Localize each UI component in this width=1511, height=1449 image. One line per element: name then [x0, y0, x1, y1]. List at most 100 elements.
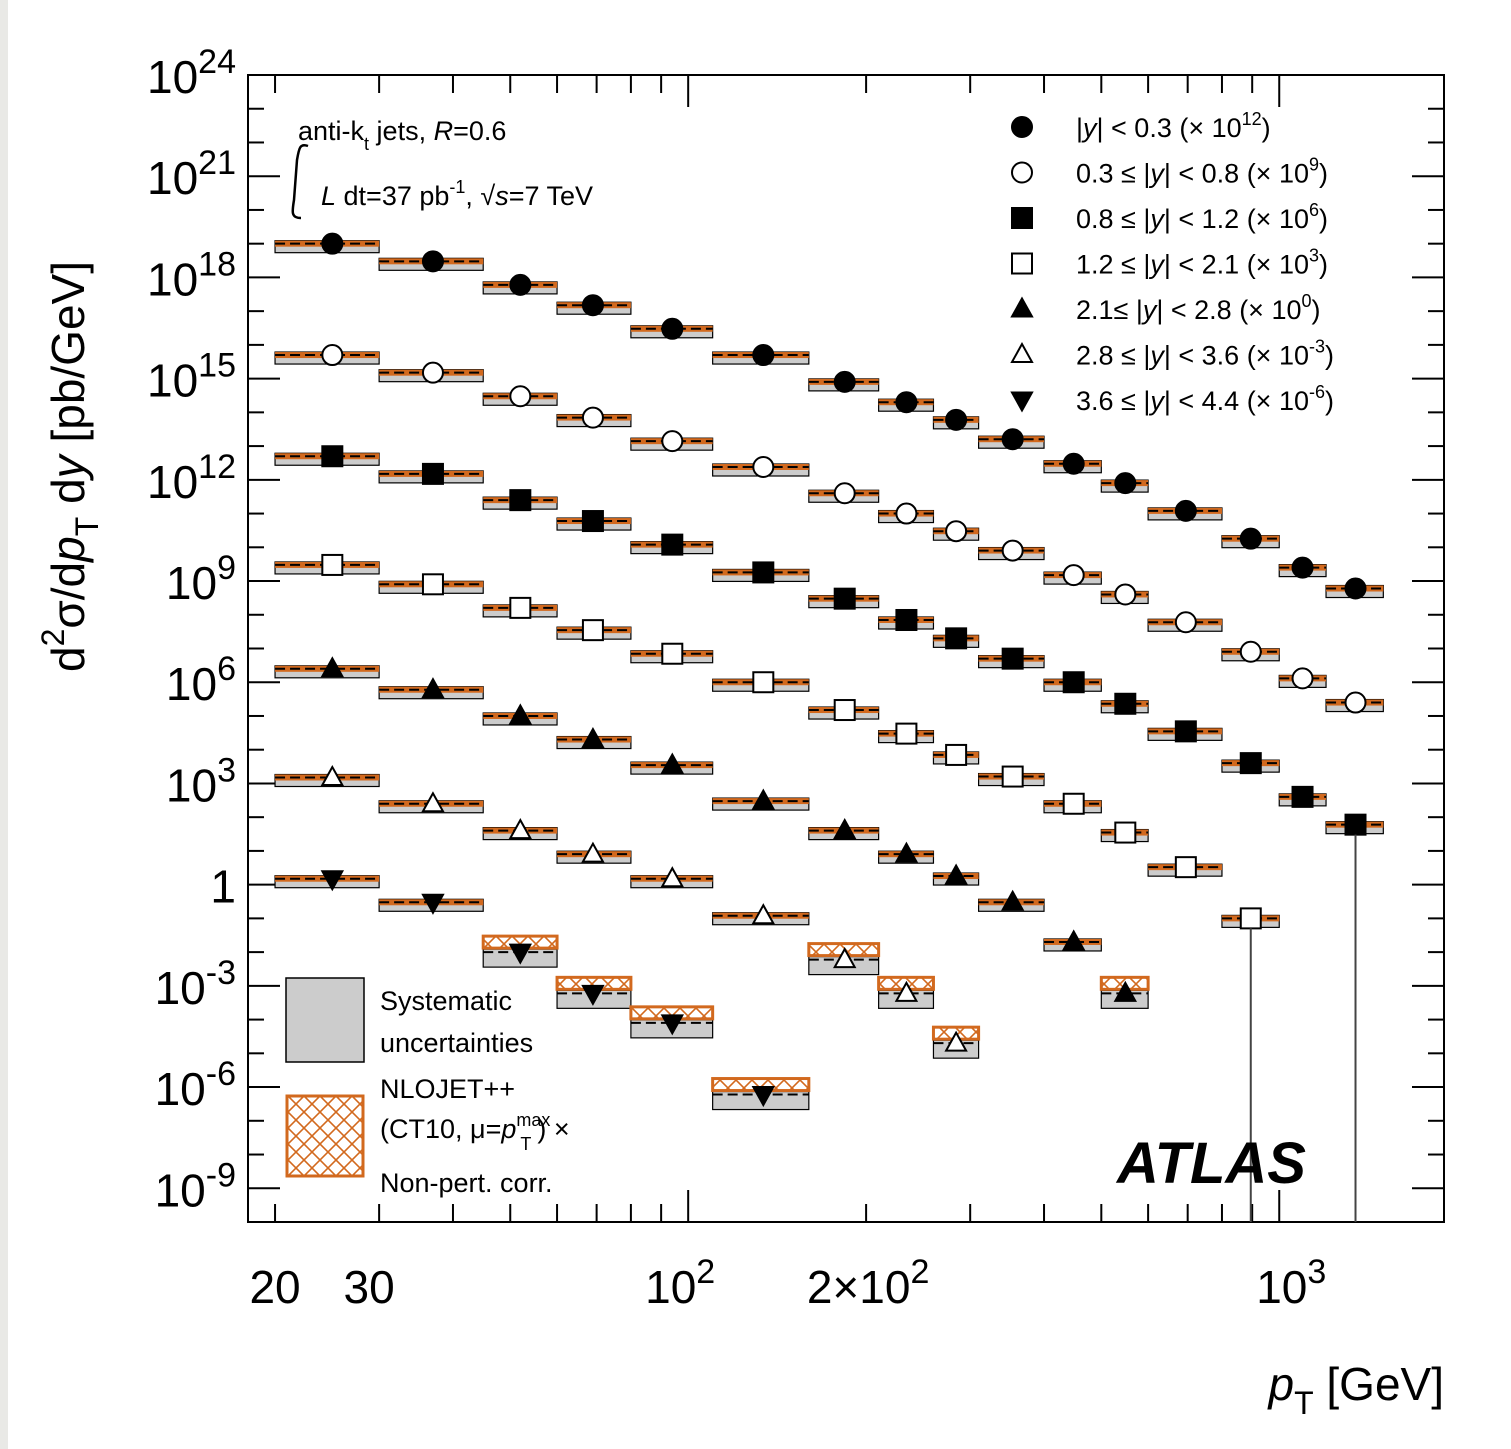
jet-algorithm-label: anti-kt jets, R=0.6 [298, 116, 506, 154]
data-point [661, 317, 684, 340]
data-point [508, 703, 533, 725]
data-point [321, 553, 344, 576]
data-point [1001, 765, 1024, 788]
y-tick-label: 10-9 [155, 1156, 236, 1216]
legend-label: 3.6 ≤ |y| < 4.4 (× 10-6) [1076, 382, 1334, 416]
data-point [833, 482, 856, 505]
data-point [661, 642, 684, 665]
y-tick-label: 109 [166, 549, 236, 609]
legend-label: 1.2 ≤ |y| < 2.1 (× 103) [1076, 246, 1328, 280]
luminosity-label: L dt=37 pb-1, √s=7 TeV [321, 177, 593, 211]
x-tick-label: 102 [645, 1253, 715, 1313]
data-point [752, 455, 775, 478]
legend-theory-label: NLOJET++ [380, 1074, 515, 1104]
data-point [751, 903, 776, 925]
data-point [945, 408, 968, 431]
data-point [751, 1086, 776, 1108]
data-point [1239, 907, 1262, 930]
data-point [1062, 564, 1085, 587]
data-point [944, 1030, 968, 1052]
data-point [895, 608, 918, 631]
legend-marker [1011, 161, 1033, 184]
data-point [1291, 785, 1314, 808]
data-point [752, 344, 775, 367]
x-tick-label: 2×102 [807, 1253, 930, 1313]
legend-label: |y| < 0.3 (× 1012) [1076, 109, 1271, 143]
data-point [509, 273, 532, 296]
legend-theory-label: (CT10, μ=pmax T) × [380, 1110, 570, 1154]
data-point [421, 250, 444, 273]
data-point [1114, 821, 1137, 844]
data-point [421, 791, 445, 813]
legend-systematic-label: uncertainties [380, 1028, 533, 1058]
legend-label: 2.8 ≤ |y| < 3.6 (× 10-3) [1076, 337, 1334, 371]
data-point [581, 406, 604, 429]
data-point [581, 510, 604, 533]
legend-systematic-swatch [285, 977, 365, 1063]
legend-theory-swatch [285, 1094, 365, 1178]
y-tick-label: 1012 [147, 448, 236, 508]
data-point [1174, 720, 1197, 743]
data-point [945, 520, 968, 543]
data-point [1239, 527, 1262, 550]
data-point [833, 370, 856, 393]
data-point [944, 863, 968, 885]
experiment-label: ATLAS [1115, 1131, 1306, 1196]
legend-marker [1010, 391, 1034, 413]
data-point [421, 677, 445, 699]
legend-marker [1011, 252, 1033, 275]
data-point [1344, 577, 1367, 600]
cross-section-chart: 1024 1021 1018 1015 1012 109 106 103 1 10-3 10-6 10… [35, 43, 1445, 1421]
data-point [1114, 692, 1137, 715]
x-tick-label: 20 [249, 1261, 300, 1313]
x-tick-label: 103 [1256, 1253, 1326, 1313]
data-point [1062, 452, 1085, 475]
data-point [833, 587, 856, 610]
data-point [581, 841, 605, 863]
y-tick-label: 103 [166, 751, 236, 811]
data-point [321, 445, 344, 468]
data-point [1239, 752, 1262, 775]
data-point [421, 361, 444, 384]
data-point [1291, 556, 1314, 579]
data-point [509, 385, 532, 408]
data-point [1001, 647, 1024, 670]
data-point [1001, 428, 1024, 451]
data-point [945, 743, 968, 766]
data-point [752, 671, 775, 694]
data-point [1174, 499, 1197, 522]
data-point [1344, 813, 1367, 836]
data-point [660, 866, 684, 888]
data-point [581, 726, 605, 749]
data-point [1174, 611, 1197, 634]
x-tick-label: 30 [344, 1261, 395, 1313]
data-point [945, 627, 968, 650]
legend-theory-label: Non-pert. corr. [380, 1168, 553, 1198]
data-point [752, 561, 775, 584]
legend-label: 0.3 ≤ |y| < 0.8 (× 109) [1076, 155, 1328, 189]
data-point [581, 619, 604, 642]
legend-marker [1011, 116, 1033, 138]
x-axis-title: pT [GeV] [1266, 1358, 1444, 1421]
data-point [509, 596, 532, 619]
data-point [508, 818, 533, 840]
chart-figure: 1024 1021 1018 1015 1012 109 106 103 1 10-3 10-6 10… [8, 0, 1511, 1449]
data-point [661, 430, 684, 453]
data-point [320, 764, 345, 787]
data-point [1239, 640, 1262, 663]
data-point [508, 943, 533, 965]
data-point [421, 893, 445, 915]
data-point [751, 788, 776, 810]
legend-marker [1010, 341, 1034, 363]
data-point [421, 573, 444, 596]
data-point [320, 870, 345, 892]
data-point [421, 462, 444, 485]
data-point [661, 533, 684, 556]
data-point [320, 656, 345, 678]
y-tick-label: 1015 [147, 347, 236, 407]
y-tick-label: 106 [166, 650, 236, 710]
data-point [833, 699, 856, 722]
y-tick-label: 1018 [147, 245, 236, 305]
legend-systematic-label: Systematic [380, 986, 512, 1016]
y-tick-label: 10-6 [155, 1055, 236, 1115]
